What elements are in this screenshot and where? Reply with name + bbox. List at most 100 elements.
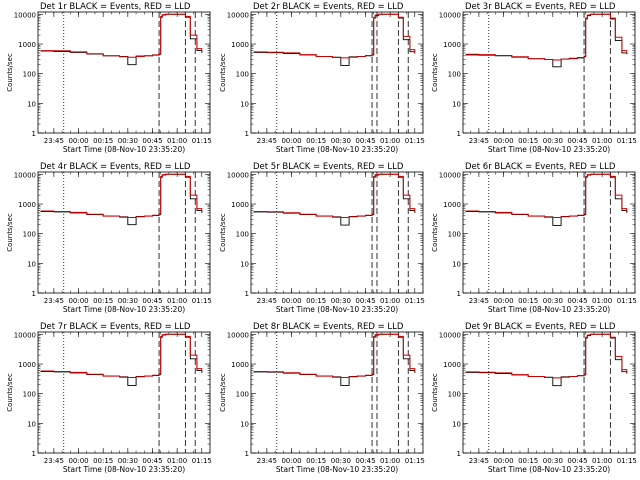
x-tick-label: 00:00 bbox=[281, 457, 301, 465]
y-tick-label: 1000 bbox=[443, 201, 461, 209]
x-tick-label: 00:45 bbox=[142, 297, 162, 305]
x-tick-label: 00:00 bbox=[68, 137, 88, 145]
chart-panel-8: Det 8r BLACK = Events, RED = LLD 1 10 100 10… bbox=[219, 322, 425, 474]
chart-title: Det 5r BLACK = Events, RED = LLD bbox=[253, 162, 404, 172]
x-tick-label: 01:00 bbox=[380, 297, 400, 305]
series-line-lld bbox=[253, 13, 416, 59]
x-tick-label: 01:15 bbox=[617, 297, 637, 305]
series-line-events bbox=[465, 173, 628, 226]
series-line-events bbox=[40, 333, 203, 386]
series-line-events bbox=[465, 13, 628, 68]
x-axis-label: Start Time (08-Nov-10 23:35:20) bbox=[488, 145, 610, 154]
y-tick-label: 10 bbox=[240, 420, 249, 428]
y-tick-label: 10000 bbox=[14, 331, 36, 339]
chart-title: Det 3r BLACK = Events, RED = LLD bbox=[465, 2, 616, 12]
x-tick-label: 01:00 bbox=[167, 137, 187, 145]
x-tick-label: 01:15 bbox=[192, 297, 212, 305]
x-tick-label: 23:45 bbox=[257, 457, 277, 465]
y-tick-label: 100 bbox=[448, 231, 461, 239]
y-tick-label: 10000 bbox=[439, 331, 461, 339]
x-tick-label: 00:45 bbox=[142, 457, 162, 465]
y-tick-label: 10000 bbox=[14, 171, 36, 179]
x-tick-label: 01:15 bbox=[617, 137, 637, 145]
x-tick-label: 00:30 bbox=[331, 297, 351, 305]
plot-frame bbox=[37, 331, 211, 454]
chart-title: Det 2r BLACK = Events, RED = LLD bbox=[253, 2, 404, 12]
plot-frame bbox=[462, 11, 636, 134]
y-tick-label: 10 bbox=[27, 100, 36, 108]
y-tick-label: 10000 bbox=[227, 11, 249, 19]
y-tick-label: 1 bbox=[32, 130, 36, 138]
y-tick-label: 10 bbox=[452, 100, 461, 108]
chart-panel-2: Det 2r BLACK = Events, RED = LLD 1 10 100 10… bbox=[219, 2, 425, 154]
x-tick-label: 00:30 bbox=[331, 457, 351, 465]
y-tick-label: 100 bbox=[448, 391, 461, 399]
series-line-lld bbox=[40, 13, 203, 58]
y-tick-label: 1 bbox=[457, 290, 461, 298]
chart-panel-3: Det 3r BLACK = Events, RED = LLD 1 10 100 10… bbox=[431, 2, 637, 154]
y-axis-label: Counts/sec bbox=[219, 373, 227, 412]
x-tick-label: 00:30 bbox=[118, 297, 138, 305]
x-tick-label: 01:15 bbox=[405, 297, 425, 305]
chart-title: Det 6r BLACK = Events, RED = LLD bbox=[465, 162, 616, 172]
x-tick-label: 00:00 bbox=[493, 297, 513, 305]
x-tick-label: 00:15 bbox=[306, 457, 326, 465]
y-tick-label: 1 bbox=[32, 450, 36, 458]
y-tick-label: 10 bbox=[27, 260, 36, 268]
y-axis-label: Counts/sec bbox=[219, 213, 227, 252]
y-tick-label: 1 bbox=[245, 130, 249, 138]
y-axis-label: Counts/sec bbox=[219, 53, 227, 92]
chart-panel-1: Det 1r BLACK = Events, RED = LLD 1 10 100 10… bbox=[6, 2, 212, 154]
y-axis-label: Counts/sec bbox=[431, 213, 439, 252]
series-line-lld bbox=[465, 13, 628, 61]
series-line-lld bbox=[253, 333, 416, 378]
x-axis-label: Start Time (08-Nov-10 23:35:20) bbox=[276, 145, 398, 154]
x-tick-label: 23:45 bbox=[469, 297, 489, 305]
x-tick-label: 00:30 bbox=[331, 137, 351, 145]
y-tick-label: 10 bbox=[240, 260, 249, 268]
y-axis-label: Counts/sec bbox=[6, 53, 14, 92]
x-tick-label: 23:45 bbox=[469, 457, 489, 465]
x-tick-label: 00:00 bbox=[68, 297, 88, 305]
x-tick-label: 00:45 bbox=[355, 137, 375, 145]
x-tick-label: 00:15 bbox=[518, 457, 538, 465]
y-axis-label: Counts/sec bbox=[431, 53, 439, 92]
x-tick-label: 00:30 bbox=[118, 457, 138, 465]
x-tick-label: 00:15 bbox=[306, 137, 326, 145]
x-tick-label: 01:00 bbox=[592, 457, 612, 465]
y-tick-label: 1000 bbox=[231, 41, 249, 49]
chart-panel-5: Det 5r BLACK = Events, RED = LLD 1 10 100 10… bbox=[219, 162, 425, 314]
x-tick-label: 00:45 bbox=[567, 137, 587, 145]
x-tick-label: 23:45 bbox=[44, 137, 64, 145]
x-tick-label: 01:00 bbox=[167, 457, 187, 465]
chart-title: Det 4r BLACK = Events, RED = LLD bbox=[40, 162, 191, 172]
y-tick-label: 1000 bbox=[231, 201, 249, 209]
y-tick-label: 10 bbox=[452, 420, 461, 428]
plot-frame bbox=[37, 171, 211, 294]
plot-frame bbox=[37, 11, 211, 134]
y-tick-label: 100 bbox=[236, 71, 249, 79]
x-tick-label: 01:00 bbox=[592, 137, 612, 145]
plot-frame bbox=[462, 331, 636, 454]
chart-title: Det 7r BLACK = Events, RED = LLD bbox=[40, 322, 191, 332]
y-tick-label: 1 bbox=[457, 450, 461, 458]
series-line-events bbox=[253, 333, 416, 386]
x-axis-label: Start Time (08-Nov-10 23:35:20) bbox=[63, 145, 185, 154]
x-tick-label: 00:30 bbox=[543, 297, 563, 305]
x-tick-label: 01:15 bbox=[192, 137, 212, 145]
y-tick-label: 10000 bbox=[439, 11, 461, 19]
y-tick-label: 1 bbox=[245, 290, 249, 298]
x-tick-label: 00:45 bbox=[567, 297, 587, 305]
x-tick-label: 00:15 bbox=[93, 137, 113, 145]
y-axis-label: Counts/sec bbox=[6, 373, 14, 412]
x-tick-label: 01:15 bbox=[405, 457, 425, 465]
x-axis-label: Start Time (08-Nov-10 23:35:20) bbox=[63, 465, 185, 474]
x-tick-label: 23:45 bbox=[469, 137, 489, 145]
x-tick-label: 23:45 bbox=[257, 297, 277, 305]
chart-title: Det 8r BLACK = Events, RED = LLD bbox=[253, 322, 404, 332]
y-tick-label: 1000 bbox=[443, 41, 461, 49]
y-tick-label: 1000 bbox=[443, 361, 461, 369]
x-tick-label: 00:00 bbox=[281, 137, 301, 145]
